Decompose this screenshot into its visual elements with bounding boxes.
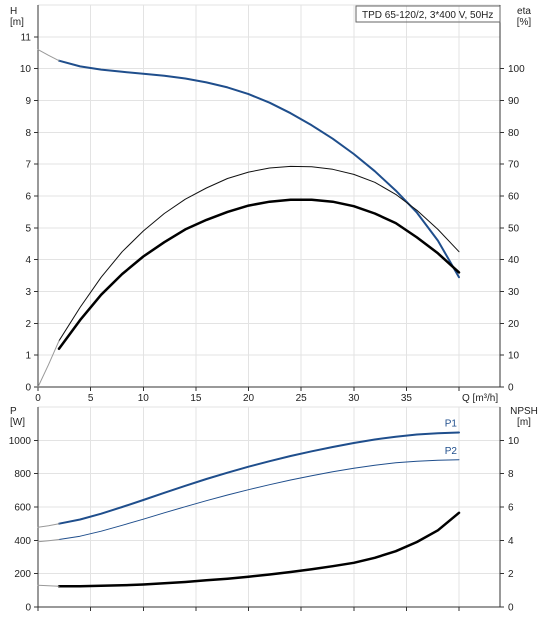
chart-2-right-tick-label: 0 [508,603,514,614]
chart-2-series-p2 [58,459,460,540]
chart-1-left-axis-label: [m] [10,17,24,28]
chart-1-left-tick-label: 6 [25,192,31,203]
chart-1-right-tick-label: 30 [508,287,520,298]
chart-1-right-tick-label: 100 [508,64,525,75]
chart-1-left-tick-label: 9 [25,96,31,107]
chart-1-x-axis-label: Q [m³/h] [462,393,498,404]
chart-2-left-tick-label: 0 [25,603,31,614]
chart-1-right-tick-label: 10 [508,351,520,362]
chart-1-left-tick-label: 0 [25,383,31,394]
chart-2-left-axis-label: [W] [10,417,25,428]
chart-1-left-tick-label: 8 [25,128,31,139]
chart-1-left-tick-label: 10 [20,64,32,75]
chart-2-right-tick-label: 10 [508,436,520,447]
chart-2-left-tick-label: 400 [14,536,31,547]
chart-1-series-head [58,59,460,279]
chart-1-x-tick-label: 15 [190,393,202,404]
chart-2-series-p1-extrapolated [37,523,60,528]
chart-2-right-axis-label: NPSH [510,406,538,417]
chart-1-right-tick-label: 20 [508,319,520,330]
chart-1-left-tick-label: 1 [25,351,31,362]
chart-1-title: TPD 65-120/2, 3*400 V, 50Hz [362,10,493,21]
chart-1-x-tick-label: 20 [243,393,255,404]
chart-2-right-tick-label: 4 [508,536,514,547]
chart-2-left-tick-label: 800 [14,469,31,480]
chart-1-x-tick-label: 35 [401,393,413,404]
chart-2-series-p2-extrapolated [37,539,60,543]
chart-1-x-tick-label: 0 [35,393,41,404]
chart-2-right-tick-label: 8 [508,469,514,480]
chart-1-left-tick-label: 11 [21,32,32,43]
chart-2-left-axis-label: P [10,406,17,417]
chart-2-grid [37,406,500,608]
chart-1-series-eta-extrapolated [37,340,60,388]
chart-1-right-axis-label: [%] [517,17,532,28]
chart-1-left-tick-label: 4 [25,255,31,266]
chart-2-right-tick-label: 6 [508,503,514,514]
chart-2-series-npsh [57,511,461,588]
chart-2-series-label-p2: P2 [445,446,458,457]
chart-2-left-tick-label: 200 [14,569,31,580]
chart-1-right-tick-label: 70 [508,160,520,171]
chart-2-series-label-p1: P1 [445,419,458,430]
chart-1-right-axis-label: eta [517,6,531,17]
chart-1-left-tick-label: 2 [25,319,31,330]
chart-2-right-axis-label: [m] [517,417,531,428]
chart-1-x-tick-label: 30 [348,393,360,404]
chart-1-grid [37,4,500,388]
chart-2-series-p1 [58,431,460,525]
chart-2-right-tick-label: 2 [508,569,514,580]
chart-1-right-tick-label: 80 [508,128,520,139]
chart-2-left-tick-label: 600 [14,503,31,514]
chart-1-right-tick-label: 0 [508,383,514,394]
chart-1-x-tick-label: 25 [296,393,308,404]
chart-1-right-tick-label: 60 [508,192,520,203]
chart-1-left-axis-label: H [10,6,17,17]
chart-1-series-head-extrapolated [37,49,60,62]
chart-1-left-tick-label: 7 [25,160,31,171]
chart-2-left-tick-label: 1000 [9,436,32,447]
chart-1-x-tick-label: 5 [88,393,94,404]
chart-1-right-tick-label: 90 [508,96,520,107]
chart-1-left-tick-label: 3 [25,287,31,298]
chart-1-series-eta-1 [58,165,460,342]
chart-2-series-npsh-extrapolated [37,584,60,587]
chart-1-series-eta-2 [57,198,461,351]
chart-1-right-tick-label: 40 [508,255,520,266]
chart-1-right-tick-label: 50 [508,223,520,234]
chart-1-left-tick-label: 5 [25,223,31,234]
chart-1-title-box [355,5,501,23]
chart-1-x-tick-label: 10 [138,393,150,404]
